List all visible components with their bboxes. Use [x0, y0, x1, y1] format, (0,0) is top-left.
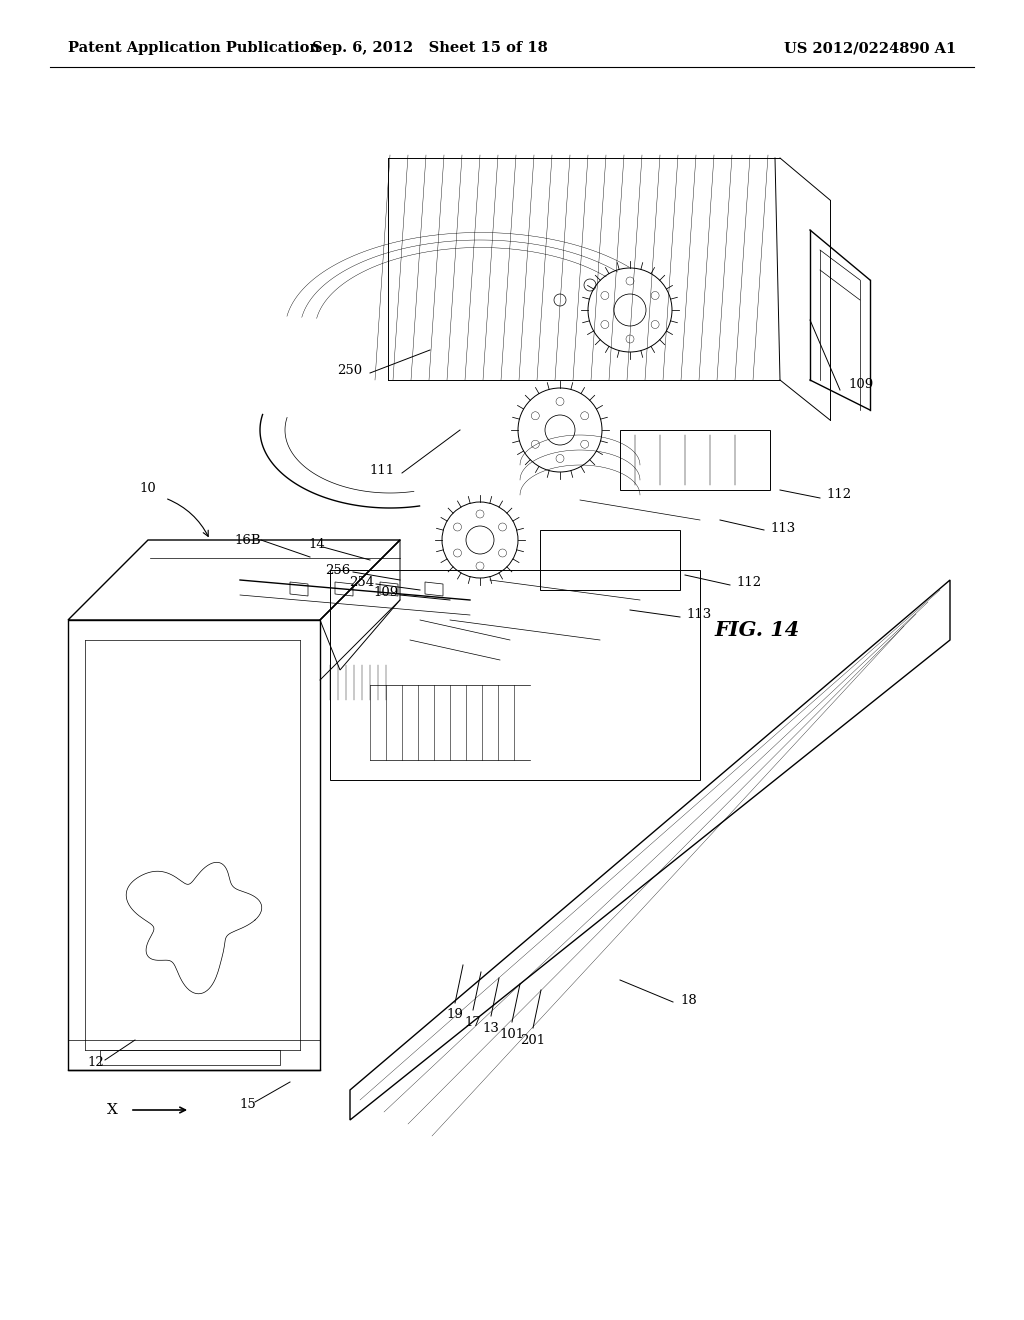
Text: 201: 201 [520, 1034, 546, 1047]
Text: FIG. 14: FIG. 14 [714, 620, 800, 640]
Text: 113: 113 [686, 609, 712, 622]
Text: US 2012/0224890 A1: US 2012/0224890 A1 [783, 41, 956, 55]
Text: Patent Application Publication: Patent Application Publication [68, 41, 319, 55]
Text: 14: 14 [308, 539, 325, 552]
Text: 13: 13 [482, 1022, 500, 1035]
Text: 112: 112 [736, 577, 761, 590]
Text: 101: 101 [500, 1027, 524, 1040]
Text: 12: 12 [88, 1056, 104, 1068]
Text: 16B: 16B [234, 533, 261, 546]
Text: 111: 111 [370, 463, 394, 477]
Text: X: X [108, 1104, 118, 1117]
Text: 15: 15 [240, 1098, 256, 1111]
Text: 10: 10 [139, 482, 157, 495]
Text: Sep. 6, 2012   Sheet 15 of 18: Sep. 6, 2012 Sheet 15 of 18 [312, 41, 548, 55]
Text: 109: 109 [374, 586, 398, 599]
Text: 256: 256 [326, 564, 350, 577]
Text: 112: 112 [826, 488, 851, 502]
Text: 109: 109 [848, 379, 873, 392]
Text: 18: 18 [680, 994, 696, 1006]
Text: 250: 250 [338, 363, 362, 376]
Text: 17: 17 [465, 1015, 481, 1028]
Text: 113: 113 [770, 521, 796, 535]
Text: 19: 19 [446, 1008, 464, 1022]
Text: 254: 254 [349, 576, 375, 589]
